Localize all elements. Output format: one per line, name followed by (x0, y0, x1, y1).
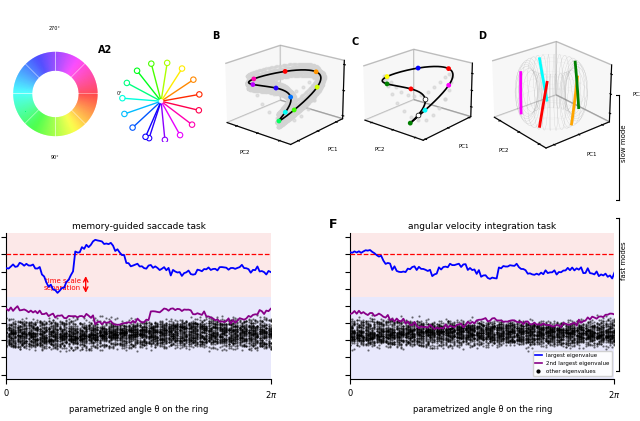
Bar (6, 297, 271, 379)
X-axis label: PC2: PC2 (239, 150, 250, 155)
Circle shape (134, 68, 140, 74)
Circle shape (179, 66, 185, 71)
X-axis label: PC2: PC2 (374, 147, 385, 152)
Bar (350, 233, 614, 297)
Bar (350, 297, 614, 379)
Circle shape (143, 134, 148, 139)
Circle shape (147, 136, 152, 141)
Text: B: B (212, 32, 220, 41)
Circle shape (191, 77, 196, 83)
Y-axis label: PC1: PC1 (328, 147, 338, 152)
Circle shape (130, 125, 135, 130)
Circle shape (177, 132, 183, 138)
Text: F: F (329, 218, 337, 232)
Circle shape (196, 108, 202, 113)
Bar (6, 233, 271, 297)
Circle shape (124, 80, 129, 85)
Text: D: D (479, 32, 486, 41)
Circle shape (189, 122, 195, 128)
Y-axis label: PC1: PC1 (458, 144, 468, 149)
Circle shape (148, 61, 154, 67)
Text: C: C (351, 37, 358, 47)
Circle shape (164, 60, 170, 66)
Text: time scale
separation: time scale separation (44, 278, 81, 291)
X-axis label: parametrized angle θ on the ring: parametrized angle θ on the ring (69, 405, 208, 414)
Title: angular velocity integration task: angular velocity integration task (408, 222, 556, 231)
Text: fast modes: fast modes (621, 242, 627, 280)
Circle shape (162, 137, 168, 143)
X-axis label: PC2: PC2 (499, 148, 509, 153)
Circle shape (122, 111, 127, 117)
Title: memory-guided saccade task: memory-guided saccade task (72, 222, 205, 231)
X-axis label: parametrized angle θ on the ring: parametrized angle θ on the ring (413, 405, 552, 414)
Circle shape (120, 96, 125, 101)
Text: A2: A2 (98, 45, 112, 55)
Y-axis label: PC1: PC1 (586, 152, 597, 157)
Circle shape (196, 92, 202, 97)
Legend: largest eigenvalue, 2nd largest eigenvalue, other eigenvalues: largest eigenvalue, 2nd largest eigenval… (532, 351, 612, 376)
Text: slow mode: slow mode (621, 124, 627, 162)
